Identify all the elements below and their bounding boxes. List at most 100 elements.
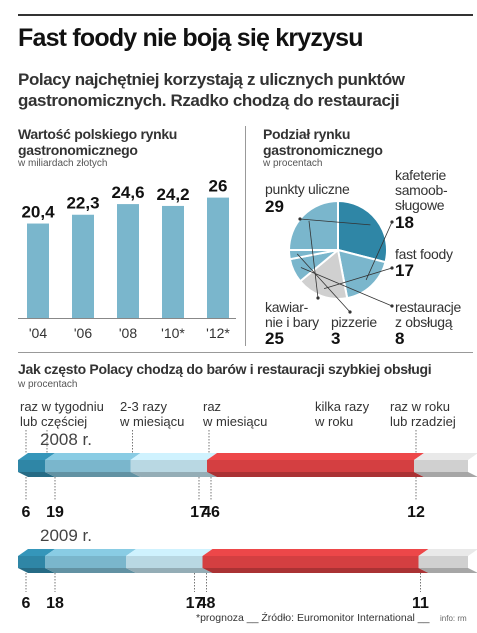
- pie-leader-dot: [390, 220, 394, 224]
- frequency-category-label: raz w tygodniu: [20, 399, 104, 414]
- pie-label-cafeterias-3: sługowe: [395, 197, 445, 213]
- pie-label-pizzerias: pizzerie: [331, 314, 377, 330]
- frequency-value-label: 18: [46, 595, 64, 612]
- pie-leader-line: [299, 218, 371, 226]
- market-bar: [72, 214, 94, 318]
- frequency-category-label: 2-3 razy: [120, 399, 167, 414]
- pie-leader-dot: [348, 310, 352, 314]
- frequency-segment-shadow: [45, 472, 141, 477]
- pie-leader-line: [323, 267, 393, 289]
- market-bar-value-label: 20,4: [21, 203, 55, 222]
- pie-value-cafes: 25: [265, 329, 284, 348]
- market-bar: [27, 223, 49, 318]
- frequency-segment-top: [418, 549, 477, 556]
- frequency-segment-shadow: [126, 568, 213, 573]
- frequency-value-label: 6: [22, 504, 31, 521]
- frequency-segment-shadow: [45, 568, 136, 573]
- pie-value-street: 29: [265, 197, 284, 216]
- pie-chart-title: Podział rynku gastronomicznego: [263, 126, 383, 158]
- frequency-value-label: 12: [407, 504, 425, 521]
- market-x-tick-label: '08: [119, 325, 137, 341]
- frequency-segment-shadow: [202, 568, 429, 573]
- pie-leader-dot: [316, 296, 320, 300]
- pie-leader-dot: [298, 217, 302, 221]
- frequency-value-label: 48: [198, 595, 216, 612]
- frequency-category-label: raz: [203, 399, 221, 414]
- frequency-category-label: w miesiącu: [202, 414, 267, 429]
- frequency-segment: [18, 556, 45, 568]
- market-bar: [207, 197, 229, 318]
- frequency-category-label: kilka razy: [315, 399, 370, 414]
- pie-chart-subtitle: w procentach: [263, 158, 323, 169]
- pie-label-cafeterias-1: kafeterie: [395, 167, 446, 183]
- frequency-segment: [207, 460, 414, 472]
- pie-label-street: punkty uliczne: [265, 181, 350, 197]
- frequency-segment-shadow: [18, 472, 55, 477]
- info-credit: info: rm: [440, 614, 467, 623]
- market-x-tick-label: '06: [74, 325, 92, 341]
- frequency-value-label: 46: [202, 504, 220, 521]
- frequency-segment-shadow: [414, 472, 477, 477]
- frequency-value-label: 17: [190, 504, 208, 521]
- page-subtitle: Polacy najchętniej korzystają z ulicznyc…: [18, 70, 405, 110]
- frequency-segment-top: [18, 549, 55, 556]
- frequency-segment-top: [202, 549, 429, 556]
- market-x-tick-label: '04: [29, 325, 47, 341]
- pie-label-cafes-2: nie i bary: [265, 314, 319, 330]
- market-bar: [162, 205, 184, 318]
- pie-label-restaurants-2: z obsługą: [395, 314, 453, 330]
- frequency-series-label: 2008 r.: [40, 430, 92, 449]
- pie-leader-dot: [390, 266, 394, 270]
- pie-label-cafeterias-2: samoob-: [395, 182, 448, 198]
- frequency-value-label: 11: [412, 595, 429, 612]
- frequency-segment: [418, 556, 468, 568]
- source-note: *prognoza __ Źródło: Euromonitor Interna…: [196, 612, 430, 624]
- pie-label-cafes-1: kawiar-: [265, 299, 309, 315]
- frequency-segment: [130, 460, 207, 472]
- frequency-segment-top: [45, 549, 136, 556]
- frequency-value-label: 17: [186, 595, 204, 612]
- market-bar-value-label: 24,2: [156, 185, 189, 204]
- frequency-category-label: lub częściej: [20, 414, 87, 429]
- pie-value-fastfood: 17: [395, 261, 414, 280]
- market-bar-value-label: 26: [209, 177, 228, 196]
- pie-slice: [287, 199, 339, 251]
- frequency-segment-top: [414, 453, 477, 460]
- page-title: Fast foody nie boją się kryzysu: [18, 24, 364, 52]
- pie-value-pizzerias: 3: [331, 329, 341, 348]
- market-chart-title: Wartość polskiego rynku gastronomicznego: [18, 126, 178, 158]
- frequency-chart-title: Jak często Polacy chodzą do barów i rest…: [18, 361, 432, 377]
- market-x-tick-label: '10*: [161, 325, 185, 341]
- frequency-segment-shadow: [18, 568, 55, 573]
- pie-slice: [337, 199, 388, 264]
- section-divider-horizontal: [18, 352, 473, 353]
- frequency-segment-top: [207, 453, 424, 460]
- market-x-tick-label: '12*: [206, 325, 230, 341]
- pie-slice: [298, 248, 349, 300]
- pie-leader-line: [296, 253, 351, 313]
- pie-label-fastfood: fast foody: [395, 246, 453, 262]
- frequency-category-label: w miesiącu: [119, 414, 184, 429]
- frequency-category-label: w roku: [314, 414, 353, 429]
- frequency-segment: [126, 556, 203, 568]
- market-bar-chart: 20,4 '04 22,3 '06 24,6 '08 24,2 '10* 26 '12*: [18, 177, 236, 341]
- market-chart-subtitle: w miliardach złotych: [18, 158, 108, 169]
- pie-slice: [336, 248, 387, 300]
- pie-label-restaurants-1: restauracje: [395, 299, 461, 315]
- section-divider-vertical: [245, 126, 246, 346]
- frequency-segment-top: [130, 453, 217, 460]
- frequency-segment-shadow: [207, 472, 424, 477]
- frequency-chart-subtitle: w procentach: [18, 379, 78, 390]
- market-bar-value-label: 24,6: [111, 183, 144, 202]
- pie-leader-line: [308, 220, 319, 299]
- frequency-segment: [202, 556, 419, 568]
- market-bar-value-label: 22,3: [66, 194, 99, 213]
- frequency-segment: [414, 460, 468, 472]
- market-bar: [117, 204, 139, 318]
- frequency-segment-shadow: [418, 568, 477, 573]
- pie-value-cafeterias: 18: [395, 213, 414, 232]
- top-rule: [18, 14, 473, 16]
- frequency-segment-top: [18, 453, 55, 460]
- frequency-segment: [45, 556, 126, 568]
